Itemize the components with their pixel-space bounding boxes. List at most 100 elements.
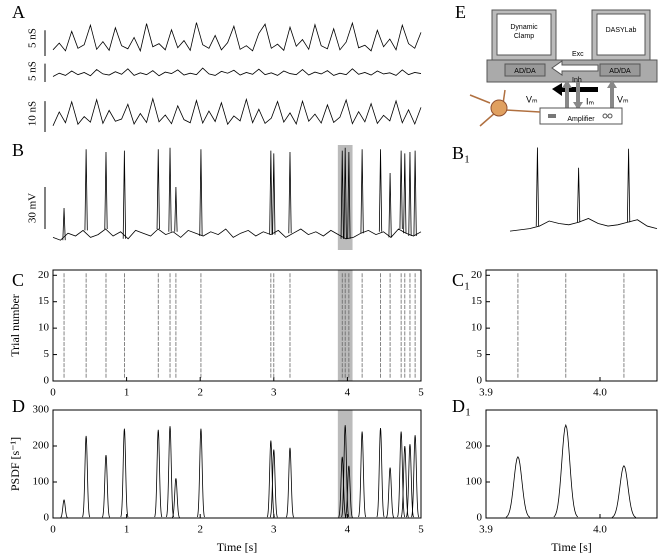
y-tick-label: 0 (44, 375, 50, 387)
panel-label: C (12, 270, 24, 290)
inh-arrow (552, 83, 598, 96)
knob (607, 113, 613, 119)
adda (504, 63, 546, 77)
voltage-trace (52, 228, 422, 241)
scale-label: 5 nS (27, 28, 39, 48)
spike (174, 186, 178, 232)
conductance-trace (52, 21, 422, 53)
x-axis-label: Time [s] (217, 540, 258, 554)
spike (343, 147, 347, 239)
amplifier-box (539, 107, 623, 125)
spike (378, 149, 383, 232)
y-tick-label: 200 (33, 440, 50, 452)
spike (62, 207, 66, 241)
monitor-text: Clamp (514, 33, 534, 40)
axes-frame (52, 269, 422, 382)
psdf-peak (82, 435, 91, 518)
scale-label: 30 mV (27, 193, 39, 223)
adda-text: AD/DA (609, 68, 631, 75)
im-text: Iₘ (586, 96, 595, 106)
psdf-peak (286, 447, 294, 518)
spike (388, 172, 392, 238)
psdf-peak (553, 423, 579, 518)
psdf-peak (269, 449, 278, 518)
psdf-peak (266, 440, 275, 518)
y-tick-label: 100 (466, 476, 483, 488)
psdf-peak (154, 429, 163, 518)
conductance-trace (52, 97, 422, 126)
x-tick-label: 5 (418, 524, 424, 536)
x-tick-label: 5 (418, 387, 424, 399)
screen (496, 13, 552, 56)
y-tick-label: 100 (33, 476, 50, 488)
y-tick-label: 0 (44, 512, 50, 524)
psdf-peak (411, 435, 420, 518)
signal-heads (562, 80, 617, 110)
x-axis-label: Time [s] (551, 540, 592, 554)
exc-arrow (551, 60, 599, 76)
x-tick-label: 3 (271, 387, 277, 399)
psdf-peak (397, 431, 406, 518)
amplifier-text: Amplifier (567, 116, 595, 123)
diagram-e: E Dynamic Clamp DASYLab AD/DA AD/DA Exc … (455, 2, 658, 127)
x-tick-label: 0 (50, 524, 56, 536)
x-tick-label: 3.9 (479, 524, 493, 536)
spike (272, 153, 276, 235)
y-axis-label: PSDF [s⁻¹] (8, 437, 22, 491)
spike (626, 148, 631, 223)
x-tick-label: 4 (345, 387, 351, 399)
psdf-peak (611, 465, 637, 518)
knob (602, 113, 608, 119)
y-tick-label: 15 (471, 295, 483, 307)
panel-label: A (12, 2, 25, 22)
x-tick-label: 0 (50, 387, 56, 399)
x-tick-label: 4.0 (593, 524, 607, 536)
scale-label: 5 nS (27, 61, 39, 81)
psdf-peak (505, 455, 531, 518)
x-tick-label: 1 (124, 524, 130, 536)
y-axis-label: Trial number (8, 294, 22, 357)
y-tick-label: 10 (38, 322, 50, 334)
panel-label: B₁ (452, 143, 470, 163)
spike (122, 150, 126, 239)
psdf-peak (376, 427, 385, 518)
psdf-peak (102, 454, 110, 518)
x-tick-label: 1 (124, 387, 130, 399)
knob (548, 114, 556, 118)
screen (596, 13, 646, 56)
psdf-peak (386, 467, 395, 518)
panel-label: B (12, 140, 24, 160)
y-tick-label: 5 (44, 348, 50, 360)
psdf-peak (338, 456, 347, 518)
spike (199, 149, 203, 237)
inh-text: Inh (572, 77, 582, 84)
spike (84, 149, 88, 231)
psdf-peak (120, 428, 129, 518)
scale-label: 10 nS (27, 101, 39, 126)
psdf-peak (358, 431, 367, 518)
panel-label: E (455, 2, 466, 22)
conductance-trace (52, 67, 422, 77)
spike (360, 149, 364, 234)
neuron (490, 99, 508, 117)
y-tick-label: 15 (38, 295, 50, 307)
panel-label: D₁ (452, 396, 471, 416)
spike (347, 151, 351, 239)
x-tick-label: 2 (197, 387, 203, 399)
psdf-peak (341, 425, 350, 518)
adda-text: AD/DA (514, 68, 536, 75)
x-tick-label: 3 (271, 524, 277, 536)
axes-frame (485, 269, 658, 382)
y-tick-label: 10 (471, 322, 483, 334)
spike (269, 150, 273, 235)
monitor-text: Dynamic (510, 24, 538, 31)
spike (168, 147, 172, 232)
psdf-peak (196, 428, 205, 518)
y-tick-label: 20 (471, 269, 483, 281)
exc-text: Exc (572, 51, 584, 58)
adda (599, 63, 641, 77)
psdf-peak (344, 465, 353, 518)
x-tick-label: 2 (197, 524, 203, 536)
x-tick-label: 3.9 (479, 387, 493, 399)
spike (340, 150, 344, 239)
